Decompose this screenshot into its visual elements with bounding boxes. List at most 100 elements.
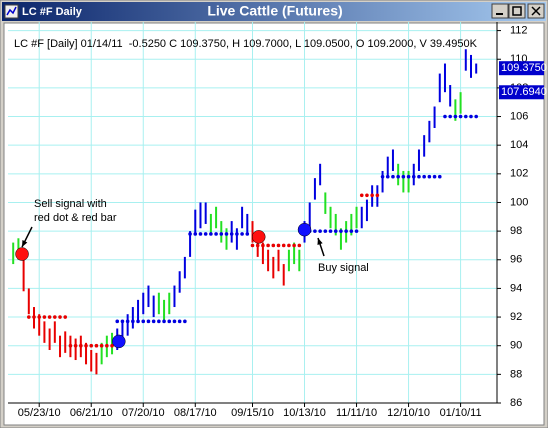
stop-dot (422, 174, 426, 179)
stop-dot (323, 229, 328, 233)
stop-dot (167, 319, 172, 324)
stop-dot (94, 343, 99, 348)
minimize-button[interactable] (491, 3, 509, 19)
stop-dot (427, 174, 432, 179)
x-tick-label: 07/20/10 (122, 407, 165, 419)
y-tick-label: 104 (510, 139, 528, 151)
signal-marker (297, 222, 312, 237)
stop-dot (172, 319, 177, 324)
stop-dot (365, 193, 369, 198)
stop-dot (219, 232, 224, 236)
x-tick-label: 11/11/10 (336, 407, 377, 419)
stop-dot (406, 174, 411, 179)
maximize-glyph (512, 6, 522, 16)
stop-dot (37, 315, 42, 319)
stop-dot (281, 243, 286, 248)
stop-dot (47, 315, 52, 319)
stop-dot (276, 243, 281, 248)
stop-dot (391, 174, 395, 179)
x-tick-label: 10/13/10 (283, 407, 326, 419)
stop-dot (151, 319, 156, 324)
stop-dot (157, 319, 161, 324)
stop-dot (245, 232, 250, 236)
stop-dot (437, 174, 442, 179)
chart-title: Live Cattle (Futures) (207, 3, 342, 19)
stop-dot (162, 319, 166, 324)
stop-dot (42, 315, 47, 319)
stop-dot (84, 343, 88, 348)
stop-dot (235, 232, 239, 236)
y-tick-label: 100 (510, 196, 528, 208)
x-tick-label: 08/17/10 (174, 407, 217, 419)
close-glyph (531, 6, 541, 16)
stop-dot (240, 232, 244, 236)
stop-dot (396, 174, 400, 179)
stop-dot (68, 343, 73, 348)
stop-dot (349, 229, 354, 233)
stop-dot (339, 229, 343, 233)
stop-dot (198, 232, 203, 236)
window-icon-glyph (6, 6, 17, 16)
stop-dot (453, 114, 458, 119)
stop-dot (313, 229, 317, 233)
x-tick-label: 01/10/11 (440, 407, 482, 419)
stop-dot (110, 343, 114, 348)
window-buttons (491, 3, 545, 19)
plot: 8688909294969810010210410610811011205/23… (8, 22, 547, 419)
stop-dot (354, 229, 359, 233)
stop-dot (328, 229, 333, 233)
maximize-button[interactable] (508, 3, 526, 19)
price-tag (499, 61, 544, 76)
stop-dot (287, 243, 291, 248)
stop-dot (209, 232, 213, 236)
y-tick-label: 106 (510, 110, 528, 122)
stop-dot (463, 114, 468, 119)
x-tick-label: 05/23/10 (18, 407, 61, 419)
y-tick-label: 102 (510, 168, 528, 180)
stop-dot (224, 232, 229, 236)
annotation-arrowhead (22, 240, 28, 247)
annotation-text: Buy signal (318, 262, 369, 274)
stop-dot (125, 319, 130, 324)
stop-dot (131, 319, 135, 324)
stop-dot (63, 315, 68, 319)
y-tick-label: 90 (510, 340, 522, 352)
stop-dot (183, 319, 187, 324)
info-line: LC #F [Daily] 01/14/11 -0.5250 C 109.375… (14, 38, 478, 50)
stop-dot (318, 229, 322, 233)
stop-dot (250, 243, 255, 248)
stop-dot (370, 193, 374, 198)
stop-dot (432, 174, 437, 179)
stop-dot (266, 243, 270, 248)
y-tick-label: 88 (510, 368, 522, 380)
stop-dot (99, 343, 104, 348)
stop-dot (417, 174, 421, 179)
stop-dot (120, 319, 125, 324)
stop-dot (188, 232, 192, 236)
stop-dot (229, 232, 234, 236)
stop-dot (105, 343, 109, 348)
y-tick-label: 86 (510, 397, 522, 409)
stop-dot (458, 114, 463, 119)
signal-marker (112, 334, 126, 349)
price-tag-label: 107.6940 (501, 86, 547, 98)
stop-dot (380, 174, 385, 179)
x-tick-label: 09/15/10 (231, 407, 274, 419)
stop-dot (474, 114, 478, 119)
stop-dot (146, 319, 151, 324)
stop-dot (333, 229, 338, 233)
stop-dot (385, 174, 390, 179)
stop-dot (255, 243, 260, 248)
stop-dot (73, 343, 78, 348)
signal-marker (251, 230, 266, 244)
stop-dot (27, 315, 31, 319)
stop-dot (177, 319, 182, 324)
title-bar (2, 2, 546, 21)
stop-dot (359, 193, 364, 198)
window-title: LC #F Daily (22, 6, 83, 18)
annotation-arrowhead (317, 238, 323, 245)
x-tick-label: 06/21/10 (70, 407, 113, 419)
stop-dot (448, 114, 452, 119)
